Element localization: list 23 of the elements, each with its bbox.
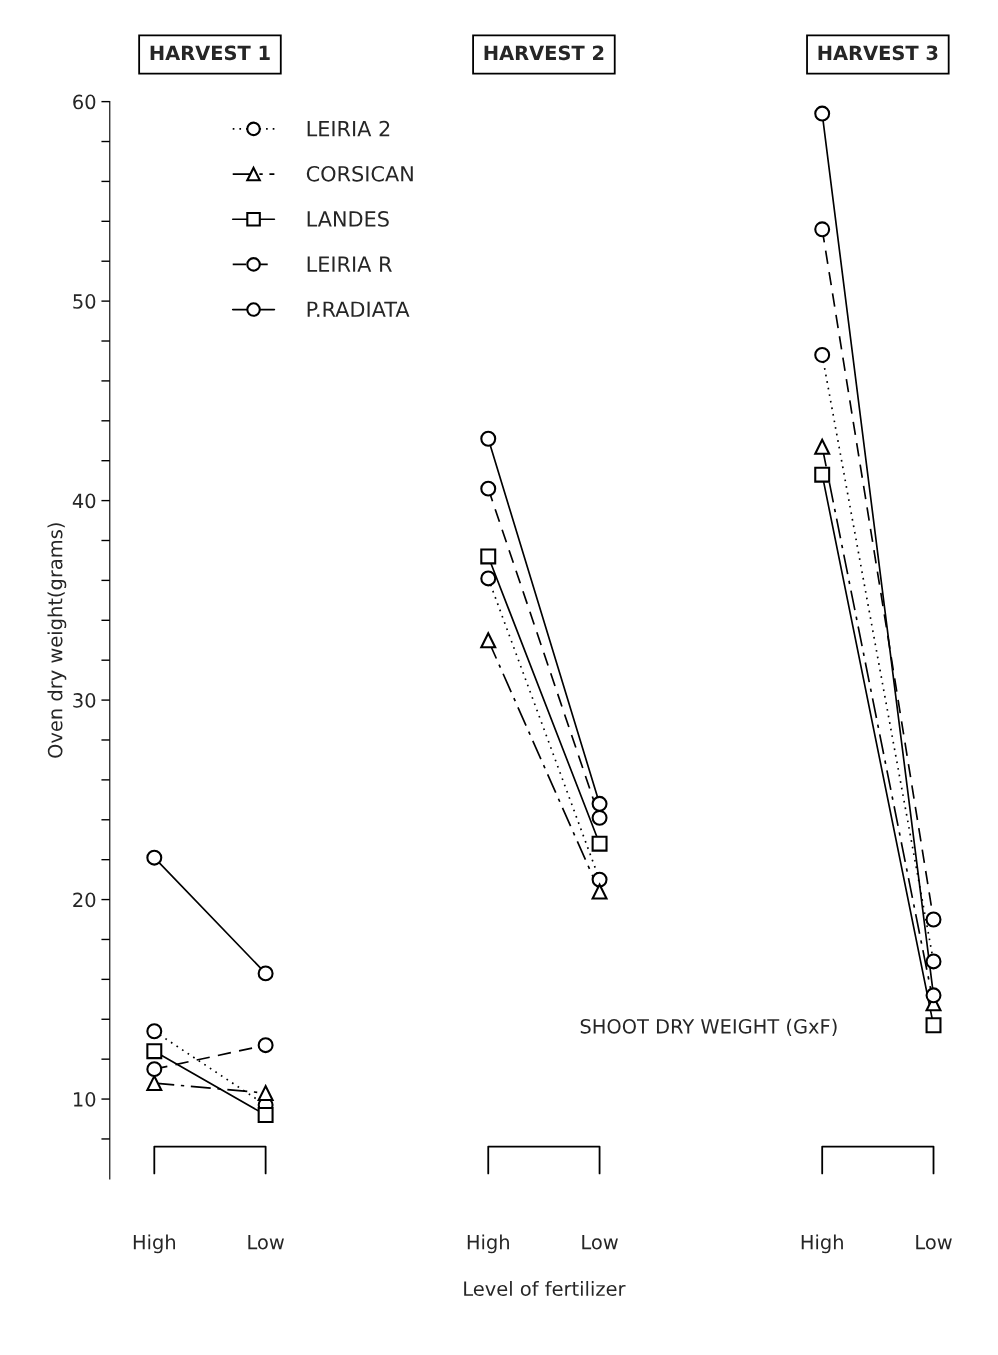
x-tick-label: Low xyxy=(582,1235,618,1250)
legend-label: LEIRIA R xyxy=(307,256,392,272)
text: HARVEST 1 xyxy=(150,45,270,61)
x-tick-label: High xyxy=(801,1234,843,1254)
x-tick-label: Low xyxy=(916,1235,952,1250)
y-tick-label: 30 xyxy=(73,693,96,708)
x-tick-label: Low xyxy=(248,1235,284,1250)
text: HARVEST 2 xyxy=(484,45,604,61)
y-tick-label: 50 xyxy=(73,294,96,309)
x-tick-label: High xyxy=(133,1234,175,1254)
x-tick-label: High xyxy=(467,1234,509,1254)
legend-label: LEIRIA 2 xyxy=(307,120,390,137)
x-axis-title: Level of fertilizer xyxy=(464,1281,626,1297)
y-tick-label: 40 xyxy=(72,493,96,509)
y-tick-label: 60 xyxy=(73,94,96,110)
legend-label: CORSICAN xyxy=(306,165,413,182)
annotation: SHOOT DRY WEIGHT (GxF) xyxy=(580,1018,837,1036)
y-tick-label: 20 xyxy=(73,892,96,908)
legend-label: P.RADIATA xyxy=(307,301,410,317)
legend-label: LANDES xyxy=(307,211,389,227)
y-tick-label: 10 xyxy=(73,1092,96,1107)
text: HARVEST 3 xyxy=(818,45,938,61)
y-axis-title: Oven dry weight(grams) xyxy=(47,523,67,758)
